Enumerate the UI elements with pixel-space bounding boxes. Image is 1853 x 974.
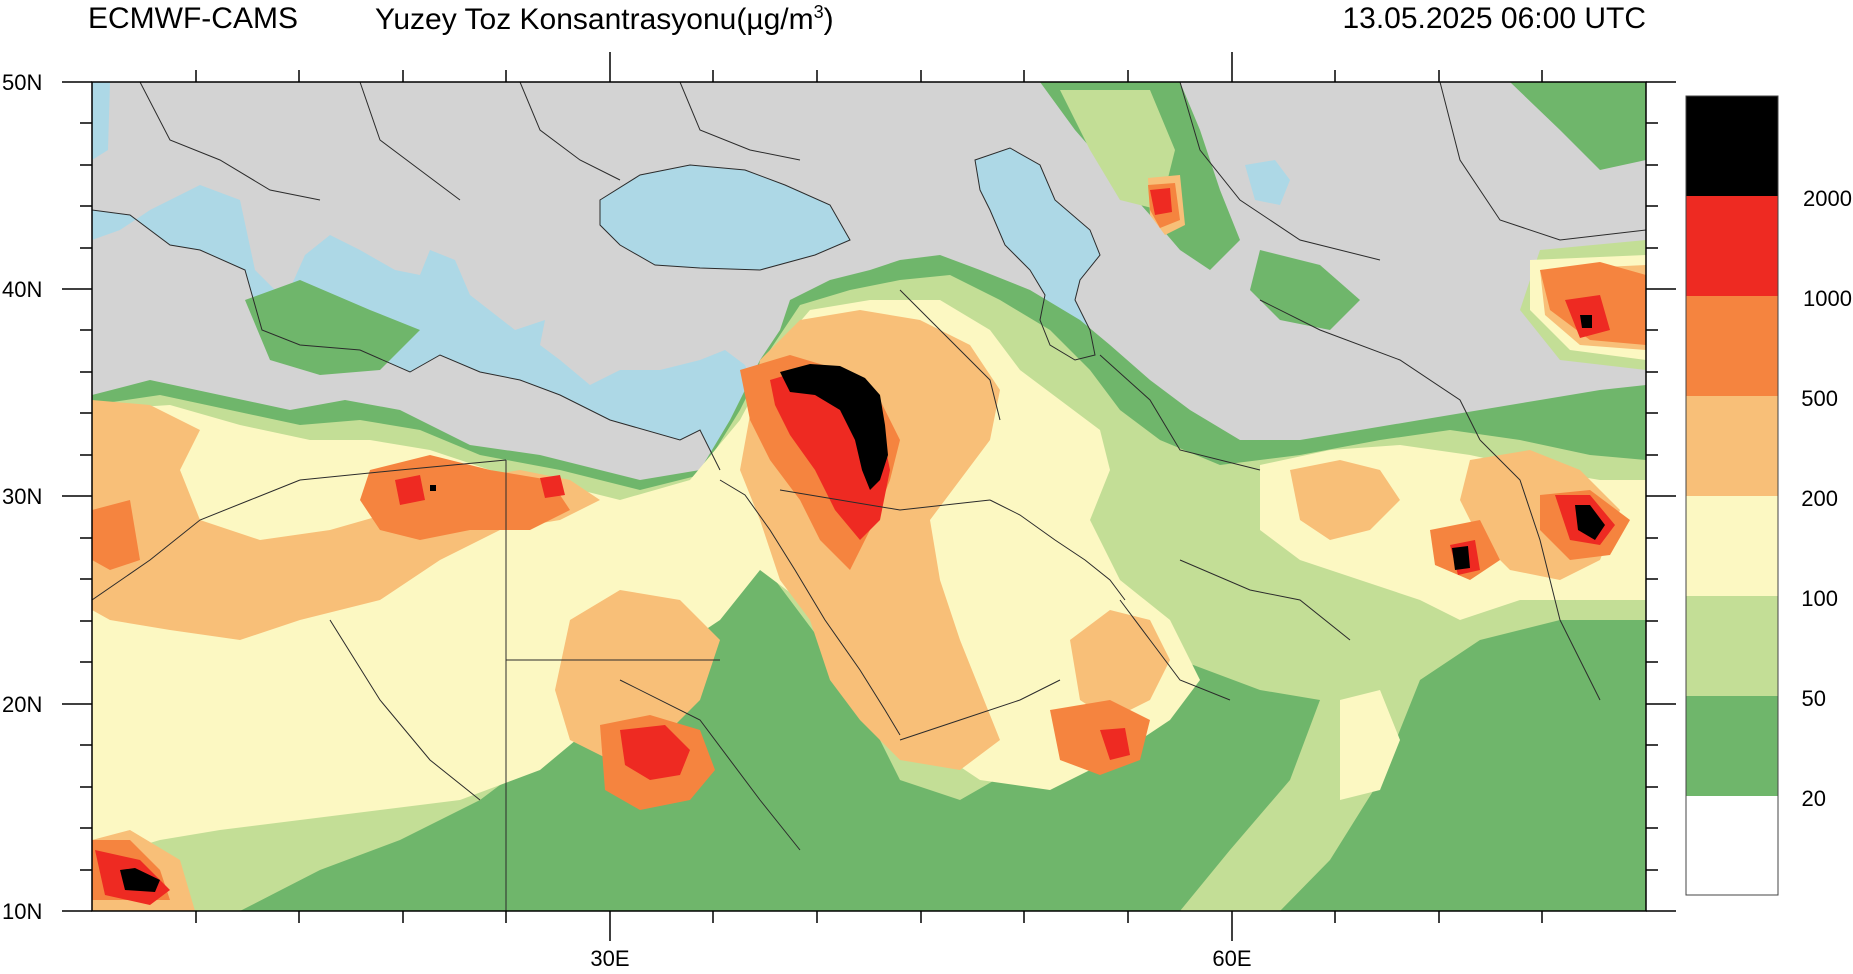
colorbar-swatch-1000 [1686, 196, 1778, 296]
colorbar-swatch-2000plus [1686, 96, 1778, 196]
map-field [92, 82, 1646, 911]
colorbar: 2000 1000 500 200 100 50 20 [1685, 95, 1852, 896]
variable-title: Yuzey Toz Konsantrasyonu(µg/m3) [375, 2, 834, 37]
colorbar-label-20: 20 [1802, 786, 1826, 811]
lat-label-10n: 10N [2, 899, 42, 924]
unit-exponent: 3 [813, 2, 824, 22]
colorbar-swatch-20 [1686, 696, 1778, 796]
colorbar-label-100: 100 [1801, 586, 1838, 611]
lat-labels: 50N 40N 30N 20N 10N [2, 70, 42, 924]
variable-name: Yuzey Toz Konsantrasyonu(µg/m [375, 3, 814, 36]
lon-label-30e: 30E [590, 946, 629, 971]
lat-label-30n: 30N [2, 484, 42, 509]
colorbar-label-50: 50 [1802, 686, 1826, 711]
colorbar-swatch-100 [1686, 496, 1778, 596]
colorbar-swatch-below-20 [1686, 796, 1778, 895]
lon-labels: 30E 60E [590, 946, 1251, 971]
atlantic-west [92, 82, 110, 160]
dust-concentration-field [92, 82, 1646, 911]
lat-label-20n: 20N [2, 692, 42, 717]
lat-label-50n: 50N [2, 70, 42, 95]
aral-sea [1245, 160, 1290, 205]
colorbar-swatch-50 [1686, 596, 1778, 696]
colorbar-frame [1685, 95, 1779, 896]
colorbar-label-500: 500 [1801, 386, 1838, 411]
lat-label-40n: 40N [2, 277, 42, 302]
black-sea [600, 165, 850, 270]
caspian-sea [975, 148, 1100, 360]
colorbar-label-2000: 2000 [1803, 186, 1852, 211]
colorbar-label-1000: 1000 [1803, 286, 1852, 311]
lon-label-60e: 60E [1212, 946, 1251, 971]
level-2000 [120, 315, 1605, 892]
mediterranean-sea [92, 185, 760, 470]
colorbar-label-200: 200 [1801, 486, 1838, 511]
borders [92, 82, 1646, 911]
ticks [62, 52, 1676, 941]
variable-close: ) [823, 3, 834, 36]
product-source-title: ECMWF-CAMS [88, 2, 298, 35]
colorbar-swatch-200 [1686, 396, 1778, 496]
colorbar-swatch-500 [1686, 296, 1778, 396]
valid-time: 13.05.2025 06:00 UTC [1342, 2, 1646, 35]
